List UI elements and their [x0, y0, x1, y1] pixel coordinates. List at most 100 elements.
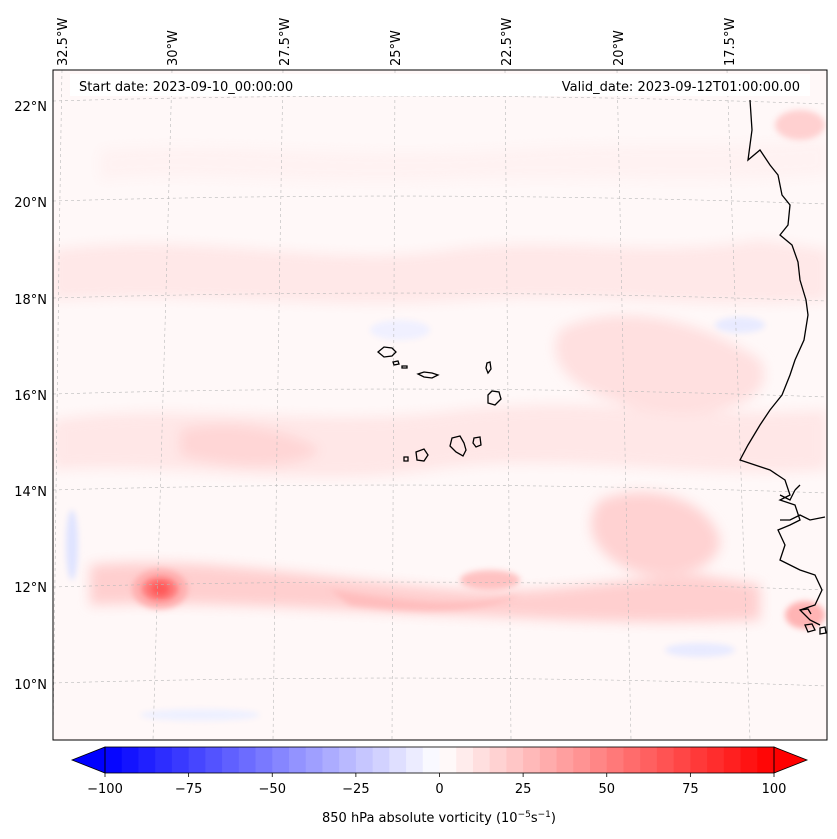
lat-label: 10°N [14, 678, 47, 693]
colorbar-cell [372, 747, 390, 773]
colorbar-cell [472, 747, 491, 773]
colorbar-tick-label: −100 [87, 782, 123, 797]
colorbar-label: 850 hPa absolute vorticity (10−5s−1) [322, 810, 556, 826]
lon-label: 32.5°W [56, 18, 71, 66]
cape-verde-boa-vista [487, 390, 502, 406]
colorbar-cell [272, 747, 290, 773]
meridian-17-5w [726, 70, 751, 740]
colorbar-ticks: −100 −75 −50 −25 0 25 50 75 100 [87, 773, 786, 797]
colorbar-cell [690, 747, 708, 773]
colorbar-tick-label: 50 [598, 782, 615, 797]
bijagos-islands [799, 608, 827, 635]
start-date-label: Start date: 2023-09-10_00:00:00 [79, 80, 293, 95]
africa-coast-detail [779, 484, 826, 521]
colorbar-cell [456, 747, 474, 773]
colorbar-cell [238, 747, 256, 773]
colorbar-cell [171, 747, 190, 773]
cape-verde-santiago [449, 435, 467, 457]
valid-date-label: Valid_date: 2023-09-12T01:00:00.00 [562, 80, 800, 95]
colorbar-cell [205, 747, 223, 773]
colorbar: −100 −75 −50 −25 0 25 50 75 100 850 hPa absolute… [70, 746, 809, 826]
cape-verde-sal [485, 361, 492, 375]
lon-label: 20°W [612, 30, 627, 66]
colorbar-cell [121, 747, 139, 773]
colorbar-cell [590, 747, 608, 773]
colorbar-cell [707, 747, 725, 773]
colorbar-cells [105, 747, 775, 773]
africa-coast [739, 99, 823, 626]
colorbar-cell [406, 747, 424, 773]
colorbar-tick-label: 100 [762, 782, 787, 797]
colorbar-tick-label: 0 [435, 782, 443, 797]
cape-verde-sao-nicolau [416, 371, 440, 379]
colorbar-cell [439, 747, 457, 773]
colorbar-tick-label: −25 [342, 782, 369, 797]
colorbar-cell [288, 747, 307, 773]
colorbar-cell [623, 747, 641, 773]
meridian-32-5w [53, 70, 63, 740]
colorbar-cell [155, 747, 173, 773]
colorbar-cell [188, 747, 206, 773]
lat-label: 18°N [14, 293, 47, 308]
latitude-labels: 22°N 20°N 18°N 16°N 14°N 12°N 10°N [14, 100, 47, 693]
lat-label: 20°N [14, 196, 47, 211]
meridian-27-5w [272, 70, 284, 740]
cape-verde-santo-antao [376, 346, 397, 358]
lon-label: 27.5°W [278, 18, 293, 66]
lon-label: 30°W [166, 30, 181, 66]
cape-verde-fogo [415, 448, 429, 462]
lat-label: 22°N [14, 100, 47, 115]
meridian-30w [152, 70, 173, 740]
lon-label: 17.5°W [723, 18, 738, 66]
colorbar-cell [489, 747, 507, 773]
colorbar-cell [105, 747, 123, 773]
meridian-25w [391, 70, 396, 740]
colorbar-extend-max [773, 746, 809, 774]
header-strip [70, 74, 810, 96]
meridian-22-5w [504, 70, 512, 740]
colorbar-extend-min [70, 746, 106, 774]
colorbar-cell [222, 747, 240, 773]
lat-label: 16°N [14, 389, 47, 404]
lon-label: 25°W [389, 30, 404, 66]
colorbar-cell [422, 747, 440, 773]
colorbar-cell [322, 747, 340, 773]
colorbar-cell [740, 747, 758, 773]
colorbar-cell [673, 747, 691, 773]
lon-label: 22.5°W [500, 18, 515, 66]
colorbar-cell [355, 747, 374, 773]
longitude-labels: 32.5°W 30°W 27.5°W 25°W 22.5°W 20°W 17.5… [56, 18, 738, 66]
colorbar-tick-label: −50 [259, 782, 286, 797]
colorbar-cell [523, 747, 541, 773]
colorbar-cell [255, 747, 273, 773]
cape-verde-brava [403, 456, 409, 462]
colorbar-cell [656, 747, 675, 773]
colorbar-cell [389, 747, 407, 773]
colorbar-cell [573, 747, 591, 773]
colorbar-cell [339, 747, 357, 773]
cape-verde-sao-vicente [392, 360, 400, 366]
colorbar-cell [506, 747, 524, 773]
colorbar-cell [305, 747, 323, 773]
cape-verde-santa-luzia [401, 365, 408, 369]
cape-verde-maio [472, 436, 482, 448]
colorbar-cell [539, 747, 557, 773]
colorbar-cell [757, 747, 775, 773]
colorbar-cell [723, 747, 741, 773]
colorbar-cell [640, 747, 658, 773]
colorbar-cell [606, 747, 624, 773]
lat-label: 12°N [14, 581, 47, 596]
colorbar-tick-label: 25 [515, 782, 532, 797]
coastlines [376, 99, 827, 635]
graticule [53, 70, 827, 740]
colorbar-tick-label: 75 [682, 782, 699, 797]
vorticity-max-marker [132, 569, 188, 609]
colorbar-cell [556, 747, 574, 773]
meridian-20w [616, 70, 632, 740]
map-panel: Start date: 2023-09-10_00:00:00 Valid_da… [52, 69, 828, 741]
lat-label: 14°N [14, 485, 47, 500]
map-frame [52, 69, 828, 741]
colorbar-tick-label: −75 [175, 782, 202, 797]
colorbar-cell [138, 747, 156, 773]
